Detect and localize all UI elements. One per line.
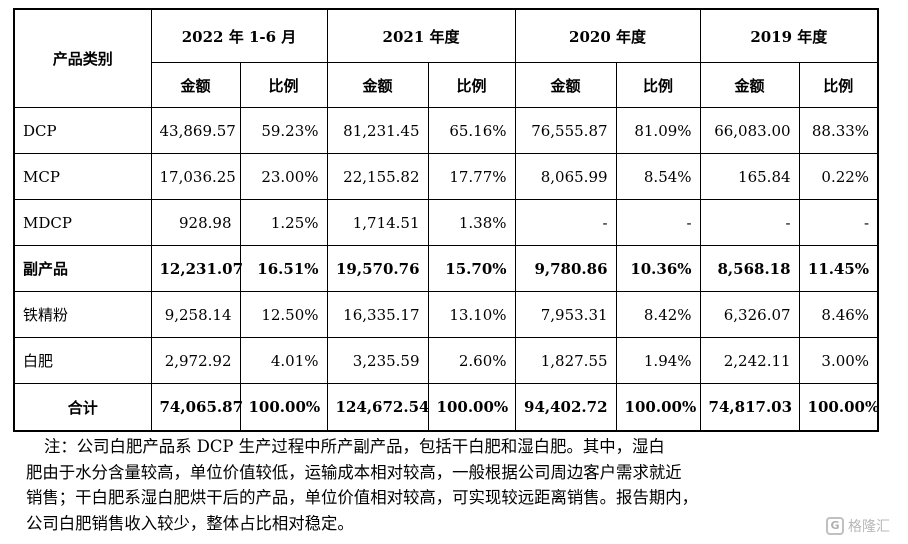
ratio-cell: 1.38% [427,199,516,246]
table-row: 副产品 12,231.07 16.51% 19,570.76 15.70% 9,780.8… [13,245,879,292]
amount-cell: 6,326.07 [699,291,800,338]
ratio-cell: 23.00% [239,153,328,200]
ratio-cell: 59.23% [239,107,328,154]
revenue-table-container: 产品类别 2022 年 1-6 月 2021 年度 2020 年度 2019 年… [13,8,879,432]
category-cell: 合计 [13,383,152,432]
footnote-line: 销售；干白肥系湿白肥烘干后的产品，单位价值相对较高，可实现较远距离销售。报告期内… [26,488,699,507]
ratio-cell: 4.01% [239,337,328,384]
amount-cell: 74,817.03 [699,383,800,432]
header-amount: 金额 [514,62,617,108]
amount-cell: 17,036.25 [150,153,241,200]
ratio-cell: 88.33% [798,107,879,154]
category-cell: MCP [13,153,152,200]
footnote-line: 公司白肥销售收入较少，整体占比相对稳定。 [26,513,354,533]
watermark-logo-icon: G [826,517,844,535]
amount-cell: 81,231.45 [326,107,429,154]
amount-cell: 165.84 [699,153,800,200]
category-cell: 白肥 [13,337,152,384]
header-period: 2022 年 1-6 月 [150,8,328,63]
amount-cell: 22,155.82 [326,153,429,200]
header-amount: 金额 [699,62,800,108]
ratio-cell: 17.77% [427,153,516,200]
amount-cell: 1,714.51 [326,199,429,246]
table-body: DCP 43,869.57 59.23% 81,231.45 65.16% 76,555.… [13,107,879,432]
ratio-cell: 0.22% [798,153,879,200]
header-amount: 金额 [150,62,241,108]
amount-cell: 19,570.76 [326,245,429,292]
ratio-cell: 15.70% [427,245,516,292]
ratio-cell: 8.42% [615,291,701,338]
ratio-cell: 1.94% [615,337,701,384]
ratio-cell: 11.45% [798,245,879,292]
revenue-table: 产品类别 2022 年 1-6 月 2021 年度 2020 年度 2019 年… [13,8,879,432]
amount-cell: 7,953.31 [514,291,617,338]
header-ratio: 比例 [427,62,516,108]
category-cell: 副产品 [13,245,152,292]
ratio-cell: 3.00% [798,337,879,384]
ratio-cell: 16.51% [239,245,328,292]
header-amount: 金额 [326,62,429,108]
amount-cell: 8,065.99 [514,153,617,200]
table-row: 铁精粉 9,258.14 12.50% 16,335.17 13.10% 7,953.31… [13,291,879,338]
amount-cell: 9,780.86 [514,245,617,292]
header-category: 产品类别 [13,8,152,108]
category-cell: 铁精粉 [13,291,152,338]
table-row: 白肥 2,972.92 4.01% 3,235.59 2.60% 1,827.55 1.94… [13,337,879,384]
amount-cell: 66,083.00 [699,107,800,154]
ratio-cell: 100.00% [239,383,328,432]
amount-cell: 16,335.17 [326,291,429,338]
amount-cell: 2,242.11 [699,337,800,384]
ratio-cell: 65.16% [427,107,516,154]
ratio-cell: 12.50% [239,291,328,338]
amount-cell: 12,231.07 [150,245,243,292]
header-period: 2019 年度 [699,8,879,63]
footnote-line: 注：公司白肥产品系 DCP 生产过程中所产副产品，包括干白肥和湿白肥。其中，湿白 [44,437,665,456]
watermark-text: 格隆汇 [848,519,890,535]
header-ratio: 比例 [798,62,879,108]
amount-cell: 928.98 [150,199,241,246]
footnote: 注：公司白肥产品系 DCP 生产过程中所产副产品，包括干白肥和湿白肥。其中，湿白… [26,434,864,536]
amount-cell: 1,827.55 [514,337,617,384]
ratio-cell: 1.25% [239,199,328,246]
amount-cell: 9,258.14 [150,291,241,338]
table-row: MDCP 928.98 1.25% 1,714.51 1.38% - - - - [13,199,879,246]
ratio-cell: - [798,199,879,246]
amount-cell: 8,568.18 [699,245,800,292]
ratio-cell: 10.36% [615,245,701,292]
header-period: 2020 年度 [514,8,701,63]
category-cell: DCP [13,107,152,154]
ratio-cell: 8.46% [798,291,879,338]
ratio-cell: 81.09% [615,107,701,154]
amount-cell: 76,555.87 [514,107,617,154]
ratio-cell: 100.00% [798,383,879,432]
amount-cell: 3,235.59 [326,337,429,384]
footnote-line: 肥由于水分含量较高，单位价值较低，运输成本相对较高，一般根据公司周边客户需求就近 [26,462,682,482]
ratio-cell: 13.10% [427,291,516,338]
table-total-row: 合计 74,065.87 100.00% 124,672.54 100.00% 94,40… [13,383,879,432]
amount-cell: - [514,199,617,246]
ratio-cell: 2.60% [427,337,516,384]
amount-cell: 74,065.87 [150,383,243,432]
watermark: G 格隆汇 [826,516,890,536]
ratio-cell: - [615,199,701,246]
header-ratio: 比例 [239,62,328,108]
amount-cell: 124,672.54 [326,383,429,432]
header-period: 2021 年度 [326,8,516,63]
table-row: MCP 17,036.25 23.00% 22,155.82 17.77% 8,065.9… [13,153,879,200]
ratio-cell: 100.00% [427,383,516,432]
ratio-cell: 8.54% [615,153,701,200]
table-row: DCP 43,869.57 59.23% 81,231.45 65.16% 76,555.… [13,107,879,154]
ratio-cell: 100.00% [615,383,701,432]
category-cell: MDCP [13,199,152,246]
amount-cell: - [699,199,800,246]
amount-cell: 43,869.57 [150,107,241,154]
header-ratio: 比例 [615,62,701,108]
amount-cell: 94,402.72 [514,383,617,432]
amount-cell: 2,972.92 [150,337,241,384]
